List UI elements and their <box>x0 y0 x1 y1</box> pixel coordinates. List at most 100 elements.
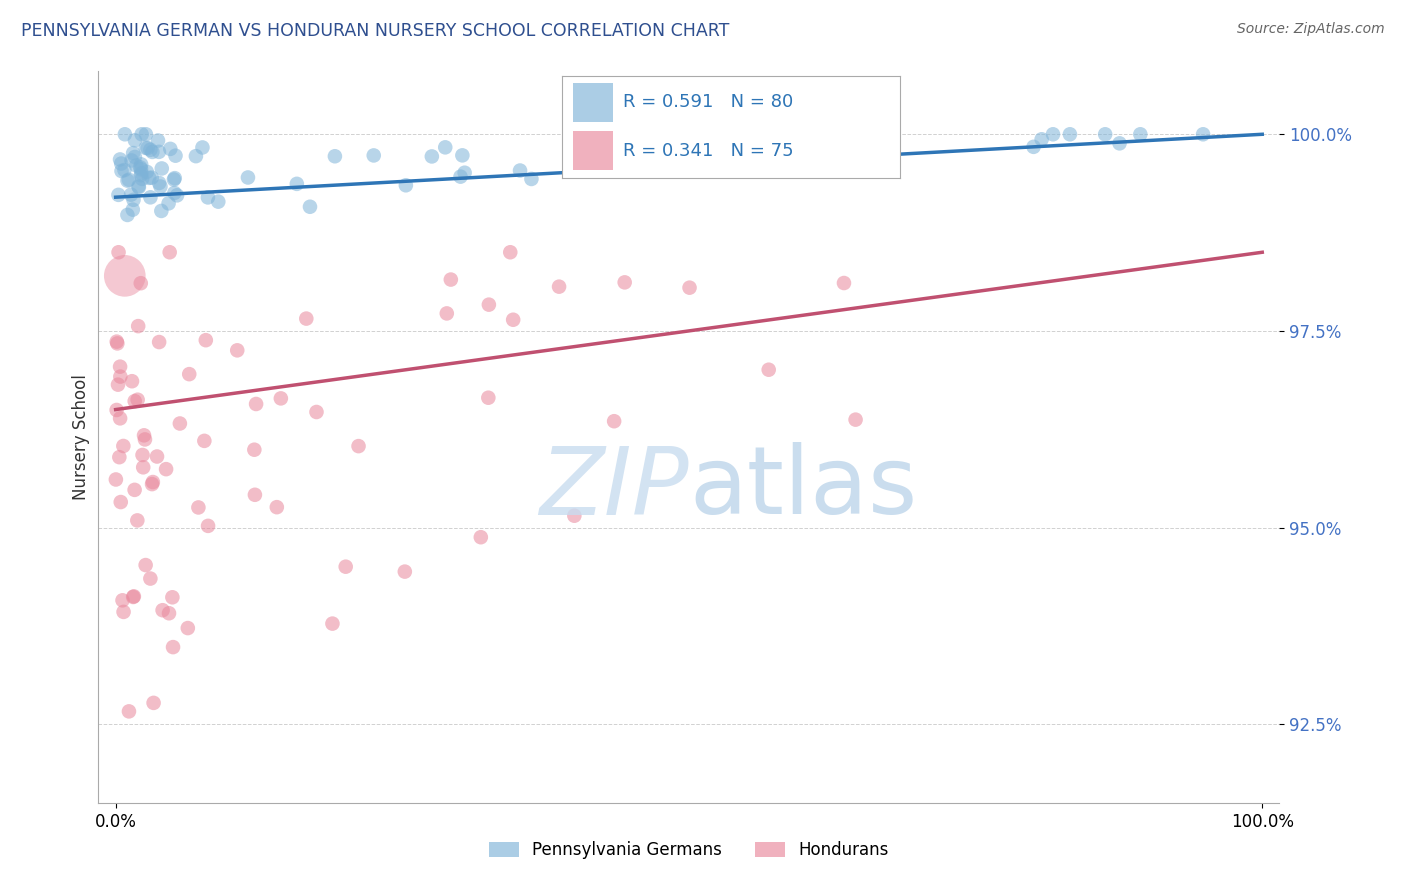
Point <box>1108 136 1130 151</box>
Point <box>420 149 443 163</box>
Point <box>132 428 155 442</box>
Point <box>108 411 131 425</box>
Point <box>105 403 128 417</box>
Point <box>305 405 328 419</box>
Point <box>117 208 139 222</box>
Point <box>117 174 139 188</box>
Point <box>131 166 153 180</box>
Point <box>124 150 146 164</box>
Point <box>134 433 156 447</box>
Point <box>105 336 128 351</box>
Point <box>118 705 141 719</box>
Text: R = 0.341   N = 75: R = 0.341 N = 75 <box>623 142 794 160</box>
Point <box>162 640 184 654</box>
Point <box>226 343 249 358</box>
Point <box>1129 128 1152 142</box>
Text: ZIP: ZIP <box>540 442 689 533</box>
Point <box>266 500 288 515</box>
Point <box>135 165 157 179</box>
Point <box>142 475 165 489</box>
Point <box>450 169 472 184</box>
Point <box>321 616 343 631</box>
Point <box>163 186 186 200</box>
Point <box>125 158 148 172</box>
Point <box>108 450 131 465</box>
Point <box>110 164 132 178</box>
Point <box>127 179 149 194</box>
Point <box>104 473 127 487</box>
Point <box>121 153 143 168</box>
Point <box>295 311 318 326</box>
Point <box>149 179 172 194</box>
Point <box>477 391 499 405</box>
Point <box>184 149 207 163</box>
Point <box>159 245 181 260</box>
Point <box>169 417 191 431</box>
Point <box>110 156 132 170</box>
Point <box>478 298 501 312</box>
Text: atlas: atlas <box>689 442 917 534</box>
Point <box>108 359 131 374</box>
Point <box>1031 132 1053 146</box>
Point <box>124 394 146 409</box>
Point <box>166 188 188 202</box>
Point <box>298 200 321 214</box>
Bar <box>572 131 613 170</box>
Point <box>499 245 522 260</box>
Point <box>285 177 308 191</box>
Point <box>127 513 149 527</box>
Point <box>758 362 780 376</box>
Point <box>1094 128 1116 142</box>
Point <box>520 172 543 186</box>
Point <box>860 147 883 161</box>
Point <box>363 148 385 162</box>
Point <box>127 392 149 407</box>
Point <box>835 158 858 172</box>
Point <box>243 488 266 502</box>
Point <box>150 203 173 218</box>
Point <box>139 143 162 157</box>
Point <box>148 334 170 349</box>
Point <box>187 500 209 515</box>
Point <box>127 319 149 334</box>
Point <box>112 605 135 619</box>
Point <box>832 276 855 290</box>
Point <box>270 392 292 406</box>
Point <box>194 333 217 347</box>
Point <box>138 170 160 185</box>
Point <box>141 170 163 185</box>
Point <box>110 369 132 384</box>
Point <box>207 194 229 209</box>
Point <box>785 128 807 142</box>
Point <box>131 448 153 462</box>
Point <box>347 439 370 453</box>
Point <box>135 558 157 572</box>
Point <box>146 134 169 148</box>
Point <box>243 442 266 457</box>
Point <box>148 145 170 159</box>
Point <box>434 140 457 154</box>
Point <box>122 590 145 604</box>
Point <box>603 414 626 428</box>
Point <box>236 170 259 185</box>
Point <box>129 157 152 171</box>
Point <box>132 460 155 475</box>
Point <box>139 572 162 586</box>
Point <box>165 149 187 163</box>
Point <box>121 374 143 388</box>
Point <box>613 276 636 290</box>
Point <box>197 190 219 204</box>
Point <box>114 268 136 283</box>
Point <box>453 166 475 180</box>
Point <box>141 477 163 491</box>
Legend: Pennsylvania Germans, Hondurans: Pennsylvania Germans, Hondurans <box>481 833 897 868</box>
Point <box>159 142 181 156</box>
Point <box>146 450 169 464</box>
Point <box>120 187 142 202</box>
Point <box>148 176 170 190</box>
Point <box>142 696 165 710</box>
Point <box>1042 128 1064 142</box>
Point <box>110 495 132 509</box>
Point <box>395 178 418 193</box>
Point <box>136 141 159 155</box>
